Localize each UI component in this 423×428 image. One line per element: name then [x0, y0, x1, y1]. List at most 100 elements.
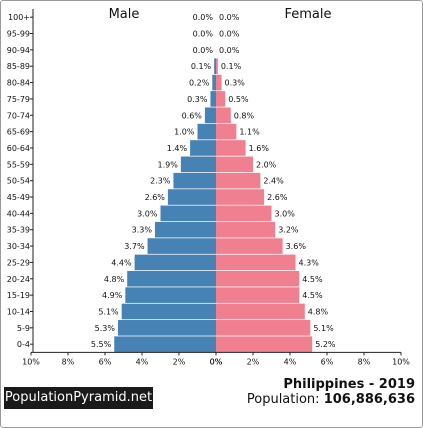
bar-male-20-24: [127, 270, 216, 287]
male-value-label: 4.4%: [111, 258, 132, 267]
female-value-label: 0.0%: [219, 30, 240, 39]
male-value-label: 0.2%: [189, 79, 210, 88]
bars-group: [114, 58, 313, 352]
x-tick-label-left: 0%: [210, 357, 223, 366]
bar-female-35-39: [216, 221, 276, 238]
bar-female-30-34: [216, 238, 283, 254]
female-value-label: 0.3%: [225, 79, 246, 88]
age-label: 35-39: [7, 226, 30, 235]
x-tick-label-right: 8%: [358, 357, 371, 366]
age-label: 95-99: [7, 30, 30, 39]
bar-female-15-19: [216, 287, 300, 303]
female-value-label: 0.5%: [228, 95, 249, 104]
female-value-label: 0.8%: [234, 111, 255, 120]
age-label: 30-34: [7, 242, 30, 251]
bar-male-25-29: [134, 254, 216, 271]
age-label: 65-69: [7, 128, 30, 137]
male-header: Male: [109, 7, 140, 22]
female-value-label: 3.0%: [275, 209, 296, 218]
age-label: 80-84: [7, 79, 30, 88]
male-value-label: 1.4%: [167, 144, 188, 153]
female-value-label: 3.6%: [286, 242, 307, 251]
male-value-label: 0.0%: [193, 46, 214, 55]
brand-badge[interactable]: PopulationPyramid.net: [4, 387, 153, 409]
female-value-label: 5.2%: [315, 340, 336, 349]
age-label: 50-54: [7, 177, 30, 186]
bar-male-30-34: [147, 238, 216, 254]
population-line: Population: 106,886,636: [247, 392, 415, 407]
bar-male-45-49: [167, 189, 216, 205]
male-value-label: 4.8%: [104, 275, 125, 284]
age-label: 60-64: [7, 144, 30, 153]
age-label: 90-94: [7, 46, 30, 55]
bar-female-55-59: [216, 156, 253, 173]
bar-male-10-14: [121, 303, 216, 320]
x-tick-label-right: 6%: [321, 357, 334, 366]
male-value-label: 1.9%: [158, 160, 179, 169]
age-label: 5-9: [17, 324, 30, 333]
bar-female-5-9: [216, 320, 311, 336]
population-label: Population:: [246, 392, 320, 407]
x-tick-label-left: 8%: [62, 357, 75, 366]
bar-male-85-89: [214, 58, 216, 75]
x-tick-label-left: 4%: [136, 357, 149, 366]
bar-male-5-9: [117, 320, 216, 336]
male-value-label: 0.1%: [191, 62, 212, 71]
female-value-label: 1.1%: [239, 128, 260, 137]
male-value-label: 0.6%: [182, 111, 203, 120]
x-tick-label-left: 2%: [173, 357, 186, 366]
bar-female-50-54: [216, 172, 261, 189]
x-tick-label-right: 0%: [210, 357, 223, 366]
male-value-label: 0.0%: [193, 30, 214, 39]
chart-title: Philippines - 2019: [283, 377, 415, 392]
bar-female-75-79: [216, 91, 226, 107]
age-label: 85-89: [7, 62, 30, 71]
age-label: 10-14: [7, 307, 30, 316]
x-tick-label-left: 10%: [22, 357, 40, 366]
bar-female-20-24: [216, 270, 300, 287]
age-label: 100+: [8, 13, 30, 22]
bar-female-10-14: [216, 303, 305, 320]
bar-female-45-49: [216, 189, 265, 205]
male-value-label: 3.7%: [124, 242, 145, 251]
age-label: 55-59: [7, 160, 30, 169]
bar-male-15-19: [125, 287, 216, 303]
bar-male-55-59: [180, 156, 216, 173]
female-value-label: 4.5%: [302, 275, 323, 284]
bar-male-75-79: [210, 91, 216, 107]
bar-male-35-39: [154, 221, 216, 238]
bar-female-80-84: [216, 74, 222, 91]
age-label: 20-24: [7, 275, 30, 284]
female-value-label: 1.6%: [249, 144, 270, 153]
male-value-label: 2.3%: [150, 177, 171, 186]
bar-female-70-74: [216, 107, 231, 124]
male-value-label: 3.3%: [132, 226, 153, 235]
female-value-label: 0.1%: [221, 62, 242, 71]
age-label: 75-79: [7, 95, 30, 104]
female-value-label: 4.8%: [308, 307, 329, 316]
age-labels-group: 100+ 95-99 90-94 85-89 80-84 75-79 70-74 65-69 6…: [7, 13, 33, 349]
bar-male-40-44: [160, 205, 216, 222]
bar-female-65-69: [216, 123, 237, 140]
age-label: 15-19: [7, 291, 30, 300]
female-value-label: 4.5%: [302, 291, 323, 300]
age-label: 0-4: [17, 340, 30, 349]
bar-female-60-64: [216, 140, 246, 156]
population-value: 106,886,636: [323, 392, 415, 407]
male-value-label: 1.0%: [174, 128, 195, 137]
bar-male-0-4: [114, 336, 216, 352]
x-tick-label-right: 2%: [247, 357, 260, 366]
value-labels-group: 0.0% 0.0% 0.0% 0.0% 0.0% 0.0% 0.1% 0.1% 0.2% 0.3%…: [91, 13, 336, 349]
bar-female-25-29: [216, 254, 296, 271]
female-value-label: 0.0%: [219, 13, 240, 22]
bar-female-0-4: [216, 336, 313, 352]
female-value-label: 0.0%: [219, 46, 240, 55]
male-value-label: 3.0%: [137, 209, 158, 218]
male-value-label: 4.9%: [102, 291, 123, 300]
age-label: 45-49: [7, 193, 30, 202]
male-value-label: 0.3%: [187, 95, 208, 104]
bar-female-40-44: [216, 205, 272, 222]
female-value-label: 3.2%: [278, 226, 299, 235]
male-value-label: 5.1%: [98, 307, 119, 316]
